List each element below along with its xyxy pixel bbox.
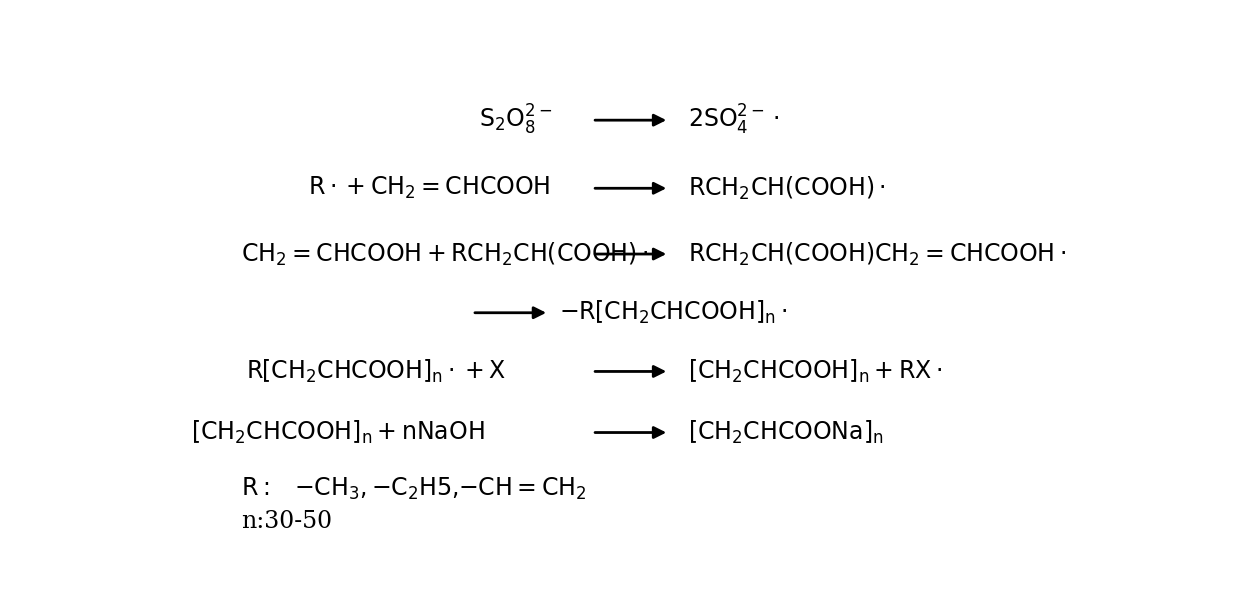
Text: $\mathrm{R:}$: $\mathrm{R:}$ <box>242 478 269 500</box>
Text: $\mathrm{-R[CH_2CHCOOH]_n\cdot}$: $\mathrm{-R[CH_2CHCOOH]_n\cdot}$ <box>558 299 787 326</box>
Text: $\mathrm{-C_2H5,}$: $\mathrm{-C_2H5,}$ <box>371 476 459 502</box>
Text: $\mathrm{RCH_2CH(COOH)CH_2=CHCOOH\cdot}$: $\mathrm{RCH_2CH(COOH)CH_2=CHCOOH\cdot}$ <box>688 240 1066 268</box>
Text: $\mathrm{R[CH_2CHCOOH]_n\cdot+X}$: $\mathrm{R[CH_2CHCOOH]_n\cdot+X}$ <box>246 358 506 385</box>
Text: $\mathrm{2SO_4^{2-}\cdot}$: $\mathrm{2SO_4^{2-}\cdot}$ <box>688 103 780 137</box>
Text: $\mathrm{[CH_2CHCOOH]_n+nNaOH}$: $\mathrm{[CH_2CHCOOH]_n+nNaOH}$ <box>191 419 485 446</box>
Text: n:30-50: n:30-50 <box>242 510 332 533</box>
Text: $\mathrm{-CH=CH_2}$: $\mathrm{-CH=CH_2}$ <box>458 476 587 502</box>
Text: $\mathrm{R\cdot+CH_2=CHCOOH}$: $\mathrm{R\cdot+CH_2=CHCOOH}$ <box>308 175 551 201</box>
Text: $\mathrm{[CH_2CHCOOH]_n+RX\cdot}$: $\mathrm{[CH_2CHCOOH]_n+RX\cdot}$ <box>688 358 942 385</box>
Text: $\mathrm{[CH_2CHCOONa]_n}$: $\mathrm{[CH_2CHCOONa]_n}$ <box>688 419 884 446</box>
Text: $\mathrm{S_2O_8^{2-}}$: $\mathrm{S_2O_8^{2-}}$ <box>479 103 552 137</box>
Text: $\mathrm{-CH_3,}$: $\mathrm{-CH_3,}$ <box>294 476 367 502</box>
Text: $\mathrm{CH_2=CHCOOH+RCH_2CH(COOH)\cdot}$: $\mathrm{CH_2=CHCOOH+RCH_2CH(COOH)\cdot}… <box>242 240 649 268</box>
Text: $\mathrm{RCH_2CH(COOH)\cdot}$: $\mathrm{RCH_2CH(COOH)\cdot}$ <box>688 174 887 202</box>
